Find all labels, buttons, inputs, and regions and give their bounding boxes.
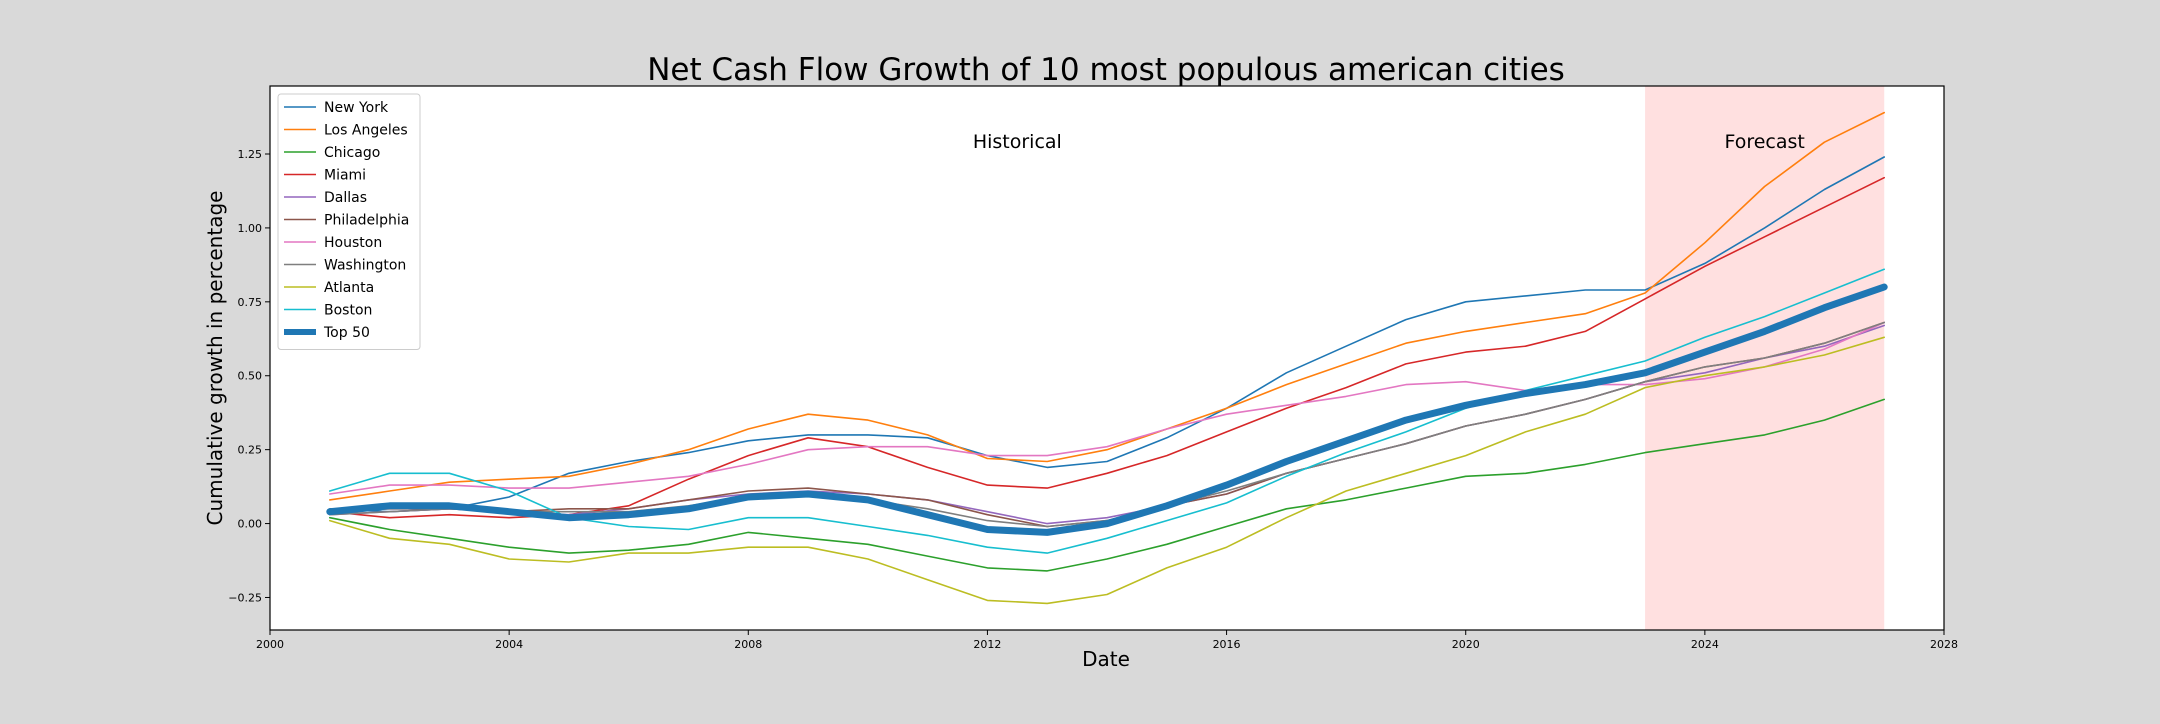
y-tick-label: 0.25 (238, 444, 263, 457)
x-tick-label: 2012 (973, 638, 1001, 651)
y-tick-label: 1.00 (238, 222, 263, 235)
y-tick-label: 0.00 (238, 518, 263, 531)
legend-label-atlanta: Atlanta (324, 280, 374, 296)
legend-label-washington: Washington (324, 258, 406, 274)
annotation-forecast: Forecast (1724, 131, 1804, 153)
y-tick-label: −0.25 (228, 591, 262, 604)
legend-label-boston: Boston (324, 303, 372, 319)
x-axis: 2000 2004 2008 2012 2016 2020 2024 2028 (256, 630, 1958, 651)
legend-label-chicago: Chicago (324, 145, 380, 161)
x-tick-label: 2016 (1213, 638, 1241, 651)
series-line-chicago (328, 398, 1885, 572)
y-tick-label: 0.75 (238, 296, 263, 309)
series-line-atlanta (328, 336, 1885, 605)
legend-box (277, 93, 421, 350)
x-tick-label: 2004 (495, 638, 523, 651)
legend-label-dallas: Dallas (324, 190, 367, 206)
series-line-boston (328, 268, 1885, 554)
x-tick-label: 2028 (1930, 638, 1958, 651)
x-tick-label: 2008 (734, 638, 762, 651)
legend-label-top-50: Top 50 (323, 325, 370, 341)
x-tick-label: 2000 (256, 638, 284, 651)
y-axis: −0.25 0.00 0.25 0.50 0.75 1.00 1.25 (228, 148, 270, 604)
plot-frame (269, 85, 1945, 631)
annotations: Historical Forecast (973, 131, 1805, 153)
annotation-historical: Historical (973, 131, 1062, 153)
legend-label-philadelphia: Philadelphia (324, 213, 409, 229)
x-tick-label: 2020 (1452, 638, 1480, 651)
y-tick-label: 1.25 (238, 148, 263, 161)
legend: New York Los Angeles Chicago Miami Dallas Phi… (277, 93, 421, 350)
y-tick-label: 0.50 (238, 370, 263, 383)
series-line-new-york (328, 156, 1885, 513)
legend-label-houston: Houston (324, 235, 382, 251)
x-axis-label: Date (1082, 647, 1130, 671)
y-axis-label: Cumulative growth in percentage (203, 191, 227, 526)
legend-label-miami: Miami (324, 168, 366, 184)
legend-label-los-angeles: Los Angeles (324, 123, 408, 139)
series-line-los-angeles (328, 111, 1885, 501)
series-lines (326, 111, 1888, 605)
series-line-top-50 (326, 283, 1888, 536)
legend-label-new-york: New York (324, 100, 389, 116)
series-line-houston (328, 321, 1885, 495)
chart-title: Net Cash Flow Growth of 10 most populous… (647, 52, 1565, 88)
x-tick-label: 2024 (1691, 638, 1719, 651)
